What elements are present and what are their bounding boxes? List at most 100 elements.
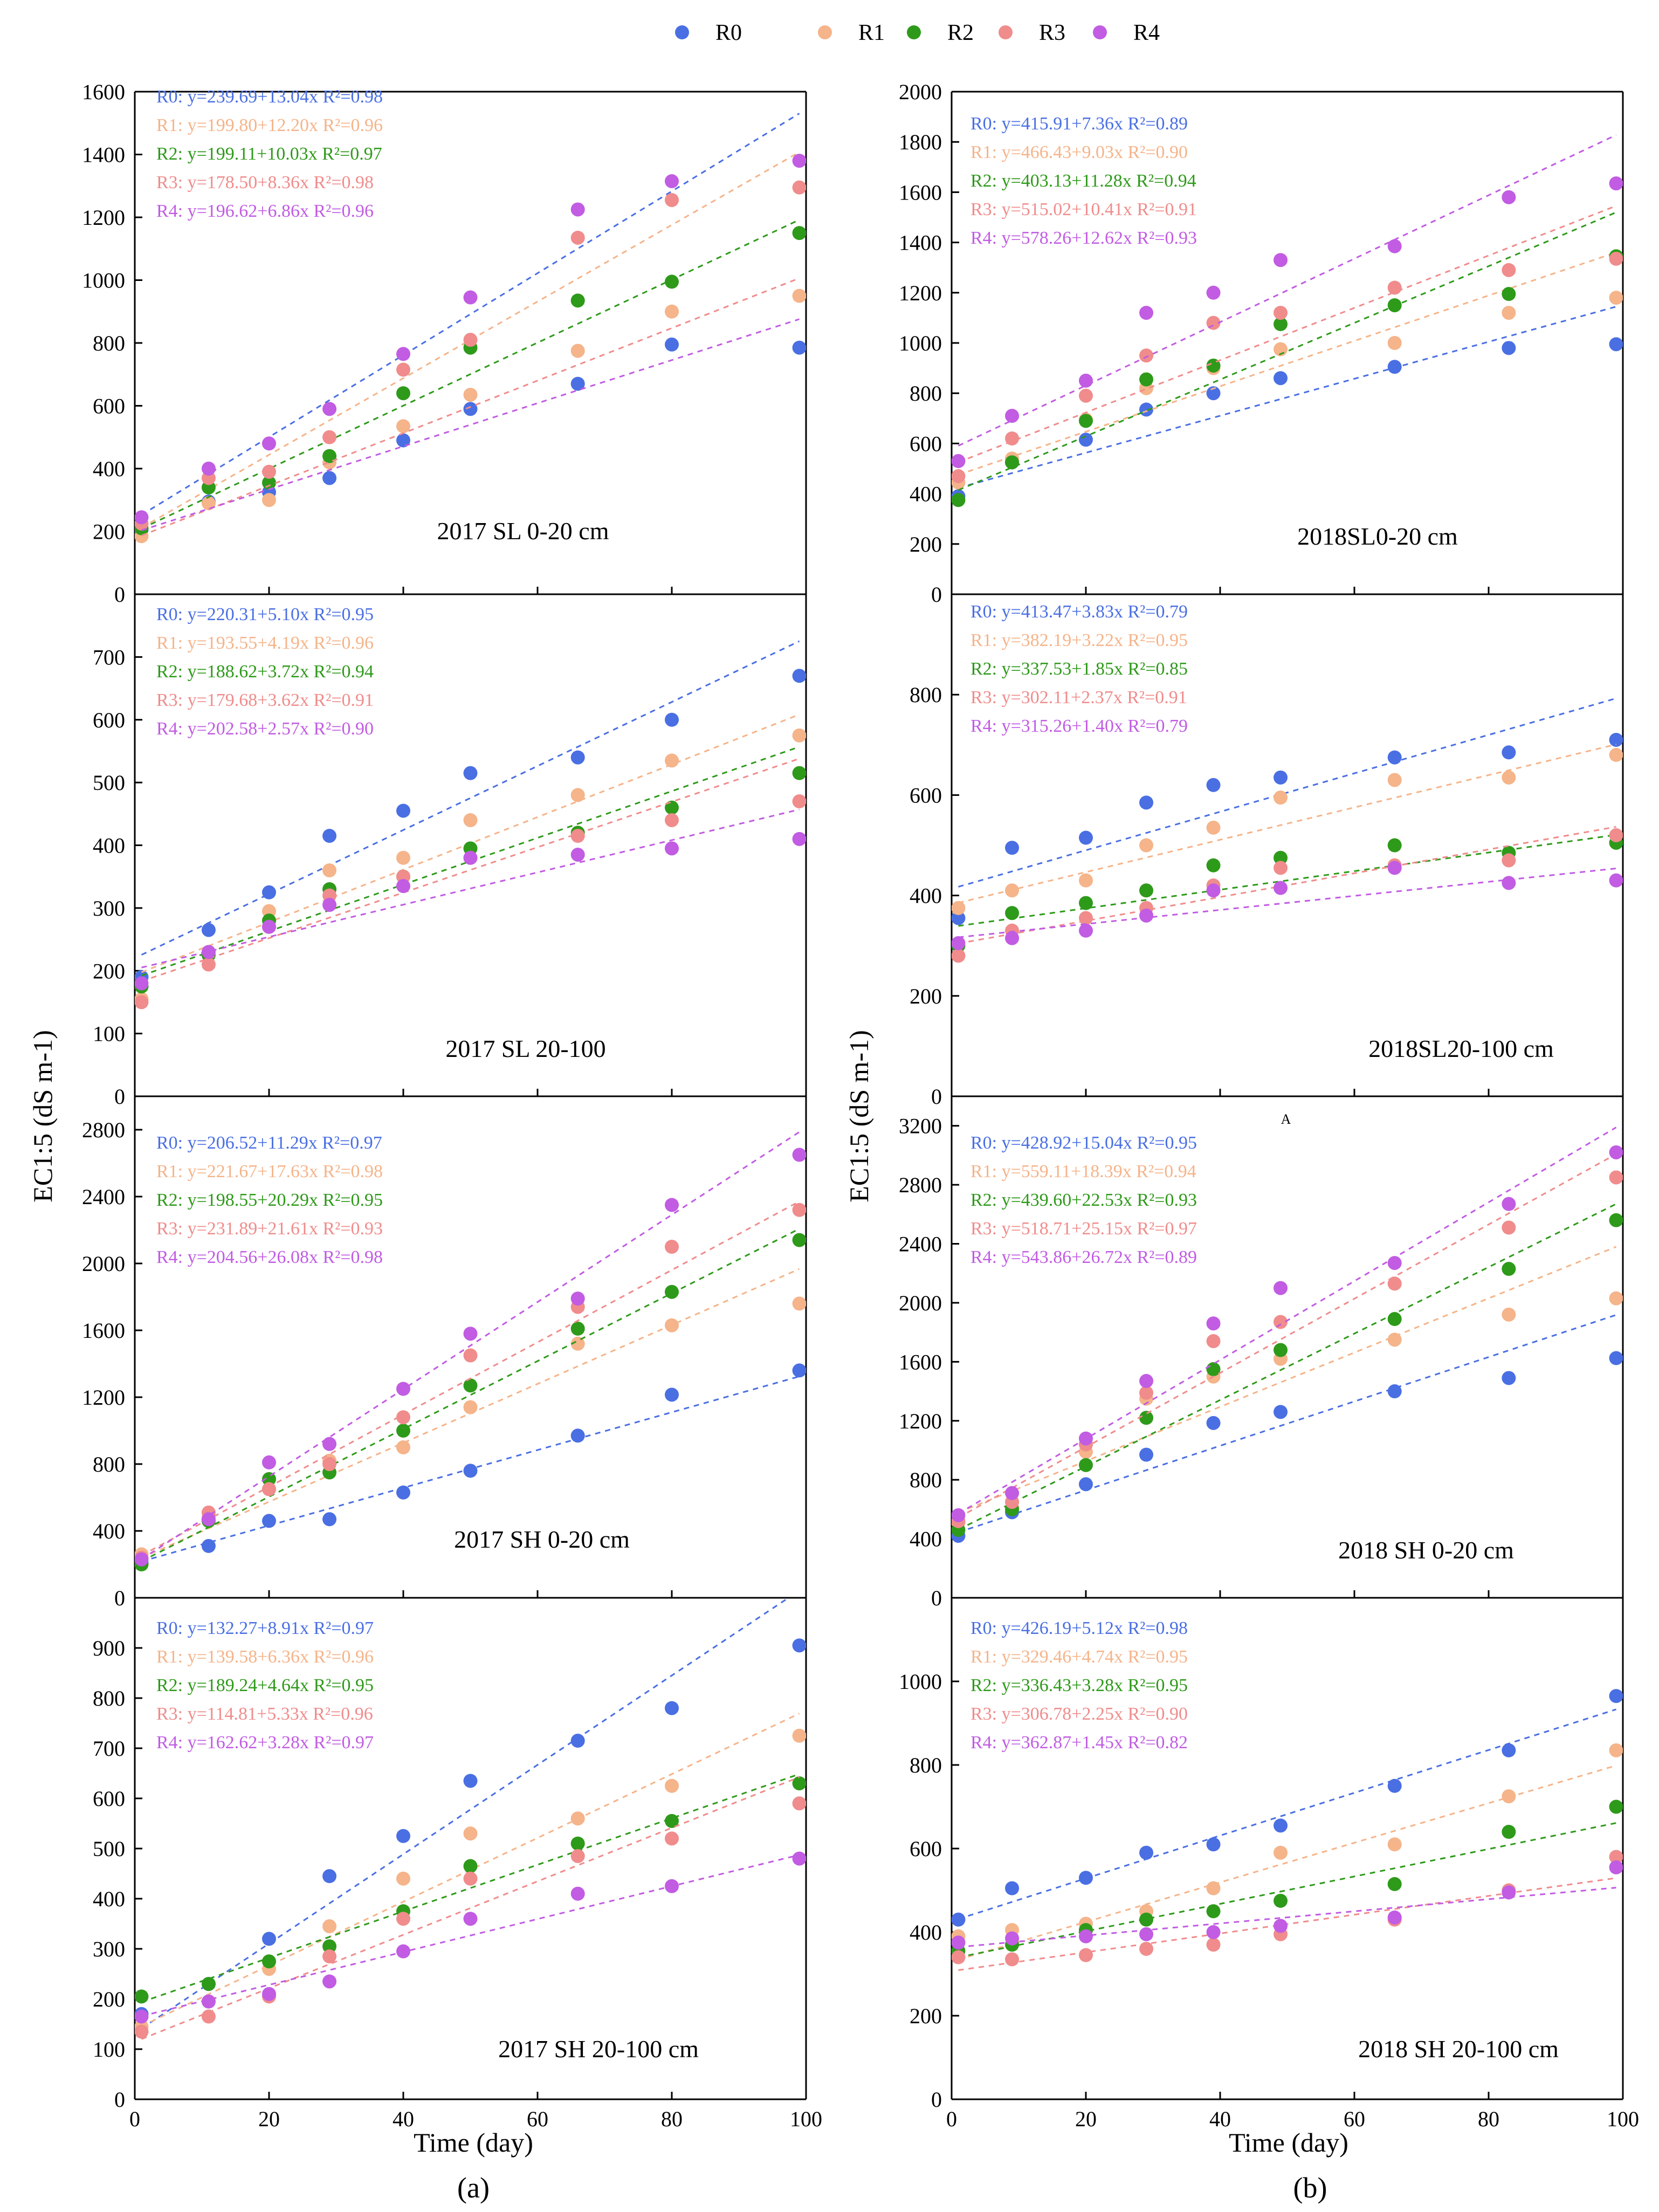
data-point-r3 — [1387, 280, 1402, 295]
fit-line-r3 — [141, 1200, 800, 1556]
data-point-r3 — [463, 333, 478, 347]
data-point-r3 — [1139, 1942, 1154, 1956]
data-point-r2 — [1273, 1343, 1288, 1357]
series-r4 — [952, 134, 1623, 469]
data-point-r2 — [792, 226, 806, 241]
series-r3 — [135, 180, 806, 537]
y-tick-label: 1600 — [899, 1350, 942, 1374]
data-point-r4 — [570, 202, 585, 217]
data-point-r4 — [1079, 923, 1093, 938]
data-point-r2 — [1139, 372, 1154, 387]
data-point-r3 — [665, 193, 679, 207]
series-r0 — [952, 1689, 1623, 1927]
panel-b1: 0 200 400 600 800 1000 1200 1400 1600 1800 2000 R0:… — [899, 80, 1624, 607]
data-point-r0 — [396, 433, 410, 448]
data-point-r4 — [322, 1437, 337, 1451]
data-point-r0 — [1139, 402, 1154, 417]
data-point-r0 — [570, 750, 585, 765]
legend-marker-r2 — [907, 25, 921, 39]
data-point-r3 — [262, 1482, 276, 1496]
data-point-r0 — [1273, 1405, 1288, 1419]
data-point-r2 — [1273, 1893, 1288, 1908]
data-point-r0 — [665, 1387, 679, 1402]
y-tick-label: 400 — [910, 1527, 942, 1551]
data-point-r1 — [396, 1871, 410, 1886]
data-point-r3 — [1005, 1952, 1020, 1967]
data-point-r1 — [201, 496, 216, 511]
y-tick-label: 2800 — [82, 1118, 125, 1142]
data-point-r4 — [665, 841, 679, 856]
y-tick-label: 2000 — [899, 1291, 942, 1315]
data-point-r4 — [1139, 1927, 1154, 1941]
data-point-r4 — [665, 1879, 679, 1893]
y-tick-label: 800 — [93, 1686, 125, 1710]
y-tick-label: 1600 — [899, 180, 942, 204]
equation-r2: R2: y=199.11+10.03x R²=0.97 — [156, 144, 382, 164]
y-tick-label: 600 — [93, 394, 125, 418]
legend-label-r2: R2 — [947, 20, 974, 45]
data-point-r4 — [262, 1455, 276, 1469]
data-point-r4 — [262, 919, 276, 934]
equation-r3: R3: y=515.02+10.41x R²=0.91 — [970, 200, 1197, 219]
data-point-r0 — [1079, 432, 1093, 447]
data-point-r4 — [396, 347, 410, 361]
data-point-r0 — [201, 1538, 216, 1553]
x-tick-label: 80 — [661, 2107, 683, 2131]
data-point-r3 — [570, 230, 585, 245]
data-point-r0 — [792, 669, 806, 683]
data-point-r4 — [1387, 1910, 1402, 1925]
y-tick-label: 3200 — [899, 1114, 942, 1138]
fit-line-r0 — [958, 306, 1616, 489]
data-point-r0 — [1139, 795, 1154, 810]
equation-r4: R4: y=362.87+1.45x R²=0.82 — [970, 1733, 1188, 1753]
equation-r0: R0: y=426.19+5.12x R²=0.98 — [970, 1618, 1188, 1638]
y-tick-label: 0 — [931, 1586, 942, 1610]
data-point-r2 — [792, 766, 806, 780]
data-point-r1 — [665, 753, 679, 768]
data-point-r4 — [1502, 190, 1516, 204]
data-point-r3 — [1206, 1938, 1221, 1952]
equation-r1: R1: y=139.58+6.36x R²=0.96 — [156, 1647, 374, 1667]
data-point-r1 — [1609, 1743, 1623, 1757]
data-point-r1 — [1609, 1291, 1623, 1306]
equation-r3: R3: y=178.50+8.36x R²=0.98 — [156, 173, 374, 193]
x-tick-label: 40 — [1209, 2107, 1231, 2131]
data-point-r0 — [262, 1514, 276, 1528]
data-point-r0 — [396, 1829, 410, 1843]
data-point-r1 — [570, 344, 585, 358]
legend-item-r1: R1 — [818, 20, 885, 45]
data-point-r4 — [1079, 373, 1093, 388]
series-r2 — [135, 1773, 806, 2004]
data-point-r0 — [1139, 1447, 1154, 1462]
data-point-r0 — [1387, 360, 1402, 374]
y-tick-label: 200 — [910, 2004, 942, 2028]
data-point-r4 — [135, 976, 149, 991]
equation-r1: R1: y=199.80+12.20x R²=0.96 — [156, 115, 383, 135]
data-point-r1 — [1609, 747, 1623, 762]
equation-r1: R1: y=559.11+18.39x R²=0.94 — [970, 1162, 1196, 1181]
fit-line-r4 — [141, 808, 800, 968]
data-point-r3 — [1609, 828, 1623, 842]
data-point-r3 — [322, 430, 337, 444]
data-point-r0 — [1387, 1778, 1402, 1793]
data-point-r4 — [1387, 239, 1402, 253]
equation-r3: R3: y=518.71+25.15x R²=0.97 — [970, 1219, 1197, 1239]
fit-line-r2 — [141, 219, 800, 530]
data-point-r0 — [1273, 371, 1288, 386]
data-point-r0 — [792, 1363, 806, 1378]
subfigure-label-b: (b) — [1293, 2172, 1327, 2204]
data-point-r4 — [792, 832, 806, 846]
data-point-r1 — [396, 850, 410, 865]
fit-line-r3 — [958, 1153, 1617, 1519]
data-point-r4 — [1387, 1256, 1402, 1270]
data-point-r0 — [1206, 1837, 1221, 1852]
data-point-r2 — [1273, 850, 1288, 865]
data-point-r4 — [665, 1198, 679, 1212]
data-point-r3 — [570, 829, 585, 843]
data-point-r2 — [201, 1977, 216, 1991]
data-point-r4 — [1139, 908, 1154, 923]
data-point-r1 — [1206, 1881, 1221, 1895]
data-point-r2 — [1139, 883, 1154, 898]
fit-line-r4 — [141, 1131, 800, 1560]
